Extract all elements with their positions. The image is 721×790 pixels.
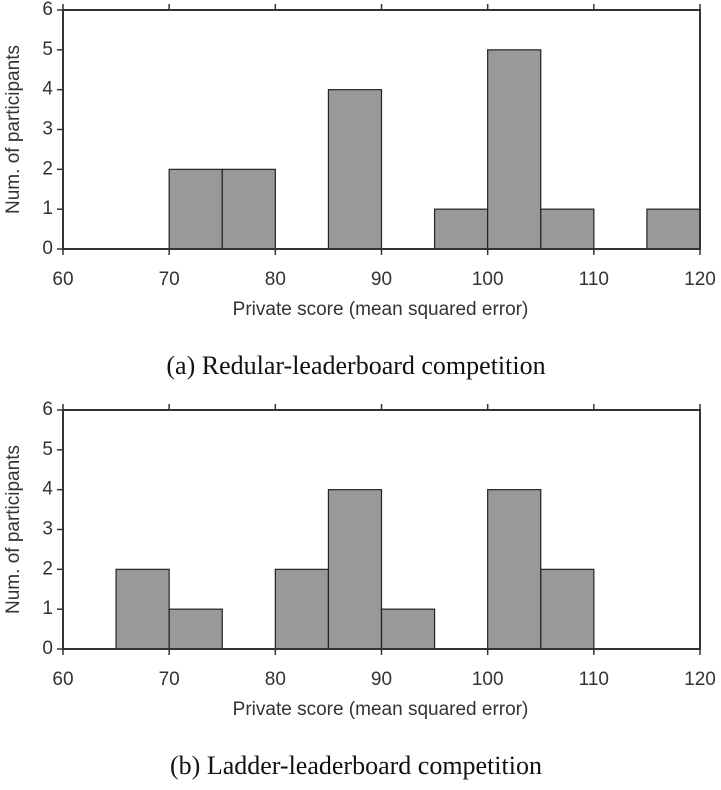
bar <box>327 489 383 650</box>
caption: (a) Redular-leaderboard competition <box>166 351 545 380</box>
bar <box>540 568 595 650</box>
y-tick-label: 6 <box>42 0 53 20</box>
y-tick-label: 3 <box>42 119 53 140</box>
y-tick-label: 4 <box>42 79 53 100</box>
y-tick-label: 2 <box>42 558 53 579</box>
x-tick-label: 70 <box>159 669 180 690</box>
y-tick-label: 2 <box>42 158 53 179</box>
x-tick-label: 80 <box>265 269 286 290</box>
x-tick-label: 90 <box>371 669 392 690</box>
bar <box>487 489 542 650</box>
bar <box>487 49 542 250</box>
y-axis-label: Num. of participants <box>3 445 24 614</box>
bar <box>646 208 701 250</box>
x-tick-label: 60 <box>52 669 73 690</box>
bar <box>221 168 276 250</box>
bar <box>380 608 436 650</box>
bar <box>274 568 330 650</box>
y-axis-label: Num. of participants <box>3 45 24 214</box>
x-tick-label: 80 <box>265 669 286 690</box>
x-tick-label: 70 <box>159 269 180 290</box>
y-tick-label: 3 <box>42 519 53 540</box>
x-axis-label: Private score (mean squared error) <box>233 299 529 320</box>
caption: (b) Ladder-leaderboard competition <box>170 751 542 780</box>
y-tick-label: 1 <box>42 198 53 219</box>
x-tick-label: 120 <box>684 269 716 290</box>
y-tick-label: 1 <box>42 598 53 619</box>
y-tick-label: 5 <box>42 39 53 60</box>
x-tick-label: 110 <box>579 269 609 290</box>
bar <box>168 608 223 650</box>
y-tick-label: 0 <box>42 238 53 259</box>
y-tick-label: 5 <box>42 439 53 460</box>
x-tick-label: 100 <box>472 669 504 690</box>
bar <box>327 89 383 250</box>
bar <box>168 168 223 250</box>
bar <box>540 208 595 250</box>
bar <box>433 208 489 250</box>
y-tick-label: 0 <box>42 638 53 659</box>
x-axis-label: Private score (mean squared error) <box>233 699 529 720</box>
bar <box>115 568 170 650</box>
y-tick-label: 4 <box>42 479 53 500</box>
x-tick-label: 60 <box>52 269 73 290</box>
x-tick-label: 100 <box>472 269 504 290</box>
x-tick-label: 90 <box>371 269 392 290</box>
x-tick-label: 110 <box>579 669 609 690</box>
x-tick-label: 120 <box>684 669 716 690</box>
y-tick-label: 6 <box>42 399 53 420</box>
